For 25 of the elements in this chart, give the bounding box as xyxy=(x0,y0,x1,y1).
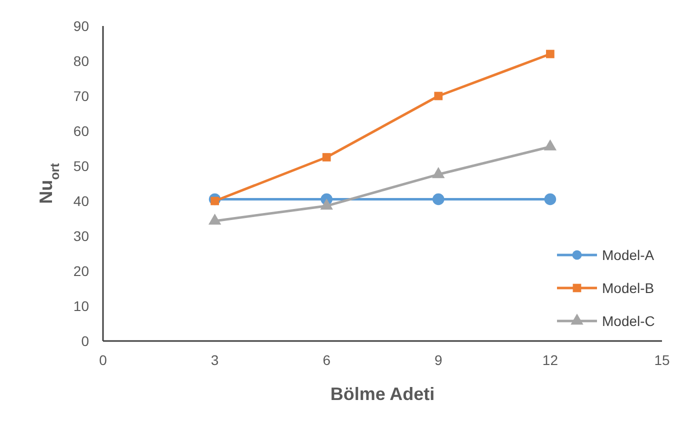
y-tick-label: 60 xyxy=(73,122,90,139)
legend-label: Model-C xyxy=(602,312,655,329)
y-tick-label: 80 xyxy=(73,52,90,69)
x-tick-label: 3 xyxy=(210,352,219,368)
legend-label: Model-B xyxy=(602,280,654,296)
x-axis-title: Bölme Adeti xyxy=(330,384,435,404)
x-tick-label: 9 xyxy=(434,352,442,368)
x-tick-label: 12 xyxy=(542,352,558,368)
y-tick-label: 90 xyxy=(73,18,90,34)
y-tick-label: 10 xyxy=(73,298,90,314)
x-tick-label: 0 xyxy=(99,352,108,368)
point xyxy=(546,50,554,58)
y-tick-label: 70 xyxy=(73,88,90,104)
x-tick-label: 15 xyxy=(654,352,670,368)
point xyxy=(544,193,556,206)
y-tick-label: 40 xyxy=(73,192,90,209)
y-tick-label: 50 xyxy=(73,158,90,174)
y-tick-label: 30 xyxy=(73,228,90,244)
point xyxy=(434,92,443,100)
y-tick-label: 0 xyxy=(81,332,90,349)
y-tick-label: 20 xyxy=(73,262,90,279)
point xyxy=(432,193,444,206)
x-tick-label: 6 xyxy=(322,352,331,368)
point xyxy=(322,153,331,162)
legend-label: Model-A xyxy=(602,246,655,263)
